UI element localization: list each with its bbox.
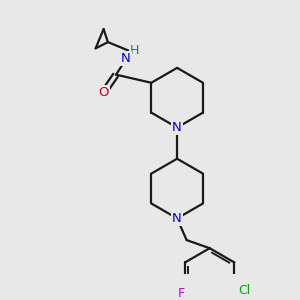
Text: N: N [121,52,131,65]
Text: N: N [172,121,182,134]
Text: H: H [130,44,139,57]
Text: F: F [177,287,184,300]
Text: Cl: Cl [238,284,251,297]
Text: N: N [172,212,182,225]
Text: O: O [99,86,109,99]
